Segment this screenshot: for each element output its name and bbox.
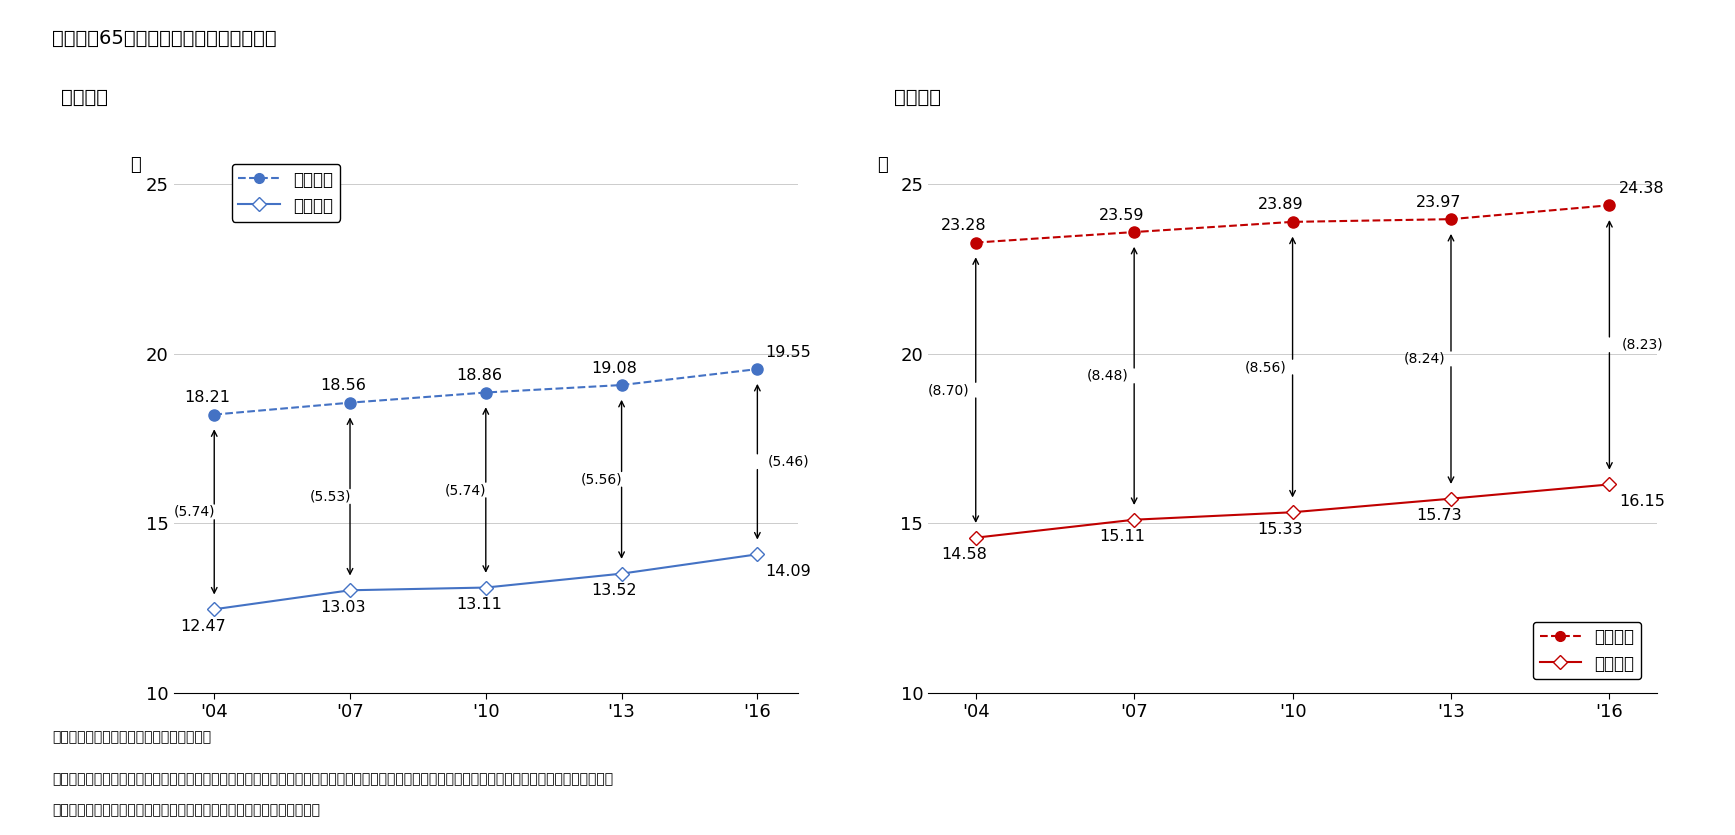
- Text: 23.89: 23.89: [1258, 197, 1303, 212]
- Text: 【男性】: 【男性】: [61, 88, 108, 107]
- Text: 14.09: 14.09: [765, 564, 812, 579]
- Text: 23.28: 23.28: [940, 218, 987, 233]
- Text: (5.74): (5.74): [446, 483, 486, 497]
- Text: (8.48): (8.48): [1086, 369, 1128, 383]
- Text: 13.03: 13.03: [321, 600, 366, 615]
- Text: 【女性】: 【女性】: [894, 88, 940, 107]
- Text: 18.21: 18.21: [184, 390, 231, 405]
- Text: 18.56: 18.56: [321, 378, 366, 393]
- Text: 年: 年: [878, 156, 888, 174]
- Text: 16.15: 16.15: [1619, 494, 1666, 509]
- Text: 24.38: 24.38: [1619, 180, 1664, 195]
- Text: 19.08: 19.08: [592, 361, 637, 376]
- Text: 年: 年: [130, 156, 141, 174]
- Text: 12.47: 12.47: [180, 619, 226, 634]
- Text: 23.97: 23.97: [1416, 195, 1461, 210]
- Text: (8.70): (8.70): [928, 383, 970, 397]
- Legend: 平均余命, 健康余命: 平均余命, 健康余命: [1534, 621, 1641, 680]
- Text: 19.55: 19.55: [765, 345, 812, 360]
- Text: (8.56): (8.56): [1246, 360, 1287, 374]
- Text: (5.46): (5.46): [769, 455, 810, 468]
- Text: (5.53): (5.53): [309, 489, 350, 504]
- Text: 13.11: 13.11: [456, 597, 501, 612]
- Text: (5.74): (5.74): [174, 505, 215, 519]
- Text: (8.24): (8.24): [1404, 352, 1445, 366]
- Text: 23.59: 23.59: [1100, 208, 1145, 223]
- Text: 15.73: 15.73: [1416, 509, 1463, 524]
- Text: 図表２　65歳時点の平均余命と健康余命: 図表２ 65歳時点の平均余命と健康余命: [52, 29, 276, 48]
- Text: 13.52: 13.52: [592, 583, 637, 598]
- Text: (8.23): (8.23): [1622, 338, 1664, 352]
- Text: 対策の費用対効果に関する研究」による計算シートで筆者試算: 対策の費用対効果に関する研究」による計算シートで筆者試算: [52, 803, 319, 817]
- Text: 15.11: 15.11: [1100, 529, 1145, 544]
- Text: （資料）厚生労働省「簡易生命表」「完全生命表」「国民生活基礎調査」の結果を使って厚生労働科学研究「健康寿命における将来予測と生活習慣病: （資料）厚生労働省「簡易生命表」「完全生命表」「国民生活基礎調査」の結果を使って…: [52, 772, 612, 787]
- Text: （注）（）は、平均余命と健康余命の差。: （注）（）は、平均余命と健康余命の差。: [52, 731, 212, 745]
- Text: 15.33: 15.33: [1258, 522, 1303, 537]
- Legend: 平均余命, 健康余命: 平均余命, 健康余命: [232, 164, 340, 222]
- Text: 14.58: 14.58: [940, 547, 987, 562]
- Text: (5.56): (5.56): [581, 473, 623, 486]
- Text: 18.86: 18.86: [456, 368, 501, 383]
